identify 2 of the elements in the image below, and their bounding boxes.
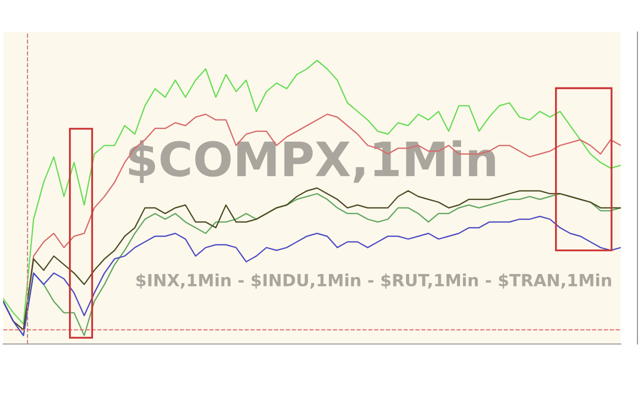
annotation: $COMPX,1Min: [129, 140, 495, 184]
annotation: $INX,1Min - $INDU,1Min - $RUT,1Min - $TRAN,1Min: [136, 274, 612, 289]
